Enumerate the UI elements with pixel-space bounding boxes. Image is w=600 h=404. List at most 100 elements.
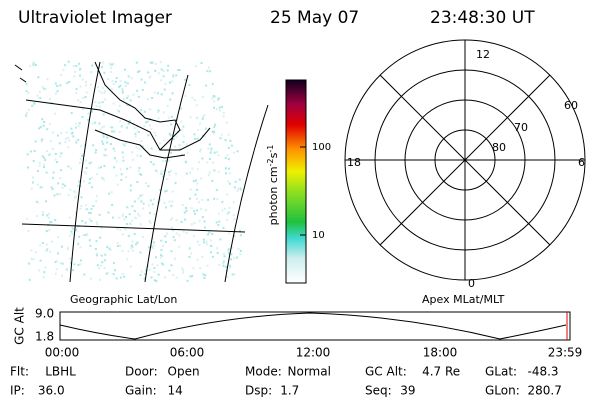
pixel <box>103 71 106 74</box>
pixel <box>185 143 188 146</box>
pixel <box>60 132 63 135</box>
pixel <box>230 144 233 147</box>
pixel <box>175 276 178 279</box>
pixel <box>195 179 197 182</box>
pixel <box>175 232 178 235</box>
pixel <box>46 248 49 251</box>
pixel <box>127 250 130 253</box>
pixel <box>144 272 147 275</box>
pixel <box>208 66 210 69</box>
pixel <box>95 200 98 203</box>
pixel <box>133 200 136 203</box>
pixel <box>205 209 207 212</box>
pixel <box>232 201 235 204</box>
pixel <box>139 223 142 226</box>
pixel <box>162 263 164 266</box>
pixel <box>222 264 225 267</box>
pixel <box>100 166 102 169</box>
pixel <box>216 197 219 200</box>
pixel <box>229 139 232 142</box>
pixel <box>49 221 52 224</box>
pixel <box>139 274 142 277</box>
pixel <box>43 271 46 274</box>
pixel <box>42 87 45 90</box>
pixel <box>68 234 71 237</box>
pixel <box>90 83 93 86</box>
pixel <box>111 126 114 129</box>
pixel <box>162 75 165 78</box>
pixel <box>25 113 27 116</box>
pixel <box>80 204 83 207</box>
pixel <box>44 88 47 91</box>
pixel <box>45 250 48 253</box>
pixel <box>174 182 177 185</box>
pixel <box>115 77 118 79</box>
pixel <box>197 129 200 132</box>
field-label: GLon: <box>485 384 520 398</box>
pixel <box>196 258 199 261</box>
pixel <box>138 214 141 217</box>
pixel <box>111 204 114 206</box>
pixel <box>37 183 39 186</box>
pixel <box>50 186 53 189</box>
pixel <box>54 82 57 85</box>
pixel <box>38 164 41 167</box>
pixel <box>97 167 100 169</box>
pixel <box>117 245 119 247</box>
pixel <box>51 131 54 134</box>
pixel <box>151 203 154 206</box>
pixel <box>113 157 116 159</box>
pixel <box>70 112 73 115</box>
y-tick-label: 9.0 <box>35 307 54 321</box>
pixel <box>60 152 63 155</box>
pixel <box>194 212 196 215</box>
pixel <box>149 199 152 202</box>
pixel <box>108 192 111 195</box>
pixel <box>79 145 82 148</box>
pixel <box>88 112 91 114</box>
pixel <box>77 242 80 245</box>
pixel <box>199 150 201 153</box>
pixel <box>30 187 33 190</box>
pixel <box>47 216 50 219</box>
pixel <box>74 70 77 73</box>
pixel <box>49 97 51 100</box>
pixel <box>41 185 44 188</box>
pixel <box>129 189 132 192</box>
pixel <box>78 235 81 238</box>
pixel <box>151 61 154 64</box>
pixel <box>128 213 131 216</box>
pixel <box>139 194 142 197</box>
pixel <box>233 257 236 260</box>
altitude-curve <box>59 312 567 340</box>
pixel <box>42 124 45 127</box>
pixel <box>217 212 220 215</box>
pixel <box>200 177 203 180</box>
pixel <box>170 151 173 154</box>
pixel <box>120 125 123 128</box>
pixel <box>171 190 174 193</box>
pixel <box>185 209 188 212</box>
pixel <box>85 81 87 83</box>
x-tick-label: 12:00 <box>296 346 331 360</box>
pixel <box>143 277 146 280</box>
pixel <box>185 232 188 234</box>
pixel <box>167 64 170 67</box>
pixel <box>26 153 29 156</box>
pixel <box>95 240 98 243</box>
pixel <box>175 74 178 77</box>
pixel <box>179 144 182 147</box>
pixel <box>193 234 196 237</box>
pixel <box>125 216 127 219</box>
pixel <box>90 220 93 223</box>
pixel <box>237 247 240 250</box>
pixel <box>147 265 149 268</box>
colorbar-tick-label: 10 <box>312 230 325 241</box>
pixel <box>81 153 84 156</box>
pixel <box>90 71 93 74</box>
pixel <box>35 200 38 203</box>
pixel <box>205 84 208 87</box>
pixel <box>31 181 34 184</box>
pixel <box>87 112 90 115</box>
pixel <box>178 234 181 237</box>
